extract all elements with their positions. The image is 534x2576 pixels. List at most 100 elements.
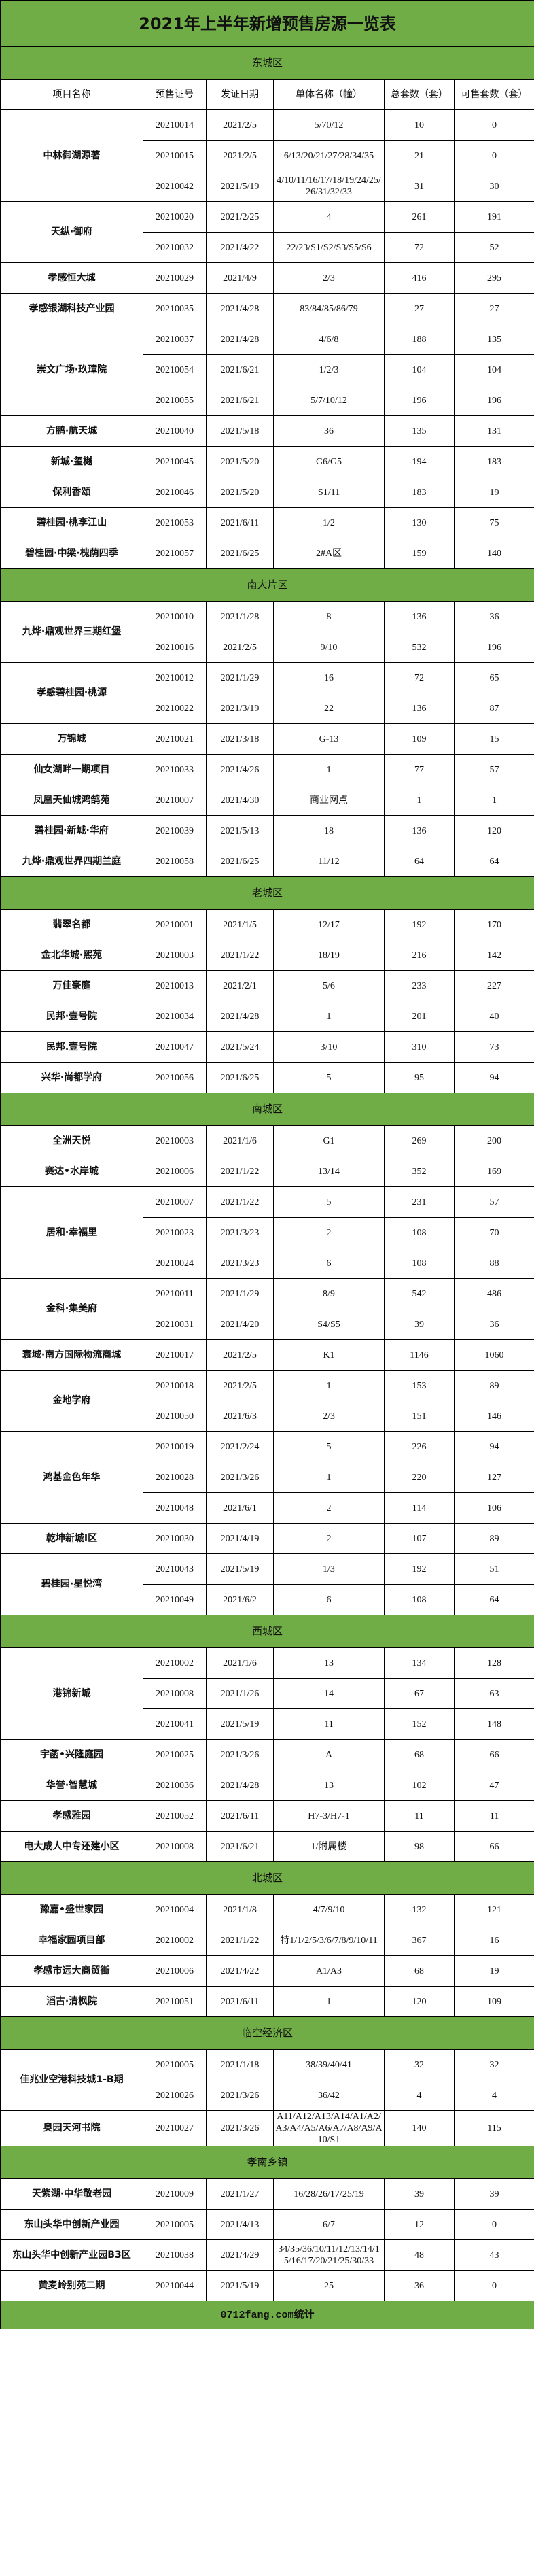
district-name: 南大片区 (0, 568, 534, 602)
table-row: 20210049 2021/6/2 6 108 64 (1, 1584, 534, 1615)
permit-number: 20210046 (143, 477, 207, 508)
available-units: 88 (453, 1248, 534, 1279)
table-row: 赛达•水岸城 20210006 2021/1/22 13/14 352 169 (0, 1156, 534, 1187)
building-names: G-13 (273, 723, 385, 755)
issue-date: 2021/4/28 (206, 1770, 274, 1801)
issue-date: 2021/6/21 (206, 354, 274, 385)
column-header-permit-number: 预售证号 (143, 79, 207, 110)
table-row: 中林御湖源著 20210014 2021/2/5 5/70/12 10 0 (0, 109, 534, 202)
issue-date: 2021/3/23 (206, 1217, 274, 1248)
issue-date: 2021/2/5 (206, 140, 274, 171)
project-name: 新城·玺樾 (0, 446, 143, 477)
table-row: 九烨·鼎观世界四期兰庭 20210058 2021/6/25 11/12 64 64 (0, 846, 534, 877)
available-units: 65 (453, 662, 534, 693)
building-names: A11/A12/A13/A14/A1/A2/A3/A4/A5/A6/A7/A8/… (273, 2110, 385, 2146)
project-name: 幸福家园项目部 (0, 1925, 143, 1956)
total-units: 108 (384, 1248, 455, 1279)
permit-number: 20210048 (143, 1492, 207, 1524)
building-names: 4/6/8 (273, 324, 385, 355)
permit-number: 20210034 (143, 1001, 207, 1032)
table-row: 佳兆业空港科技城1-B期 20210005 2021/1/18 38/39/40/41… (0, 2049, 534, 2111)
issue-date: 2021/4/19 (206, 1523, 274, 1554)
total-units: 72 (384, 662, 455, 693)
table-row: 20210015 2021/2/5 6/13/20/21/27/28/34/35 21… (1, 140, 534, 171)
total-units: 107 (384, 1523, 455, 1554)
table-row: 方鹏·航天城 20210040 2021/5/18 36 135 131 (0, 415, 534, 447)
column-header-available-units: 可售套数（套） (453, 79, 534, 110)
project-name: 鸿基金色年华 (0, 1431, 143, 1524)
table-row: 金地学府 20210018 2021/2/5 1 153 89 (0, 1370, 534, 1432)
building-names: 13/14 (273, 1156, 385, 1187)
project-name: 孝感恒大城 (0, 262, 143, 294)
permit-number: 20210052 (143, 1800, 207, 1832)
issue-date: 2021/5/19 (206, 2270, 274, 2301)
issue-date: 2021/6/25 (206, 1062, 274, 1093)
table-row: 全洲天悦 20210003 2021/1/6 G1 269 200 (0, 1125, 534, 1156)
permit-number: 20210002 (143, 1925, 207, 1956)
issue-date: 2021/1/29 (206, 1278, 274, 1309)
issue-date: 2021/2/25 (206, 201, 274, 233)
permit-number: 20210051 (143, 1986, 207, 2017)
available-units: 89 (453, 1370, 534, 1401)
available-units: 183 (453, 446, 534, 477)
table-row: 20210022 2021/3/19 22 136 87 (1, 693, 534, 724)
permit-number: 20210055 (143, 385, 207, 416)
available-units: 64 (453, 1584, 534, 1615)
permit-number: 20210044 (143, 2270, 207, 2301)
building-names: 2/3 (273, 1401, 385, 1432)
total-units: 196 (384, 385, 455, 416)
table-row: 鸿基金色年华 20210019 2021/2/24 5 226 94 (0, 1431, 534, 1524)
available-units: 40 (453, 1001, 534, 1032)
available-units: 200 (453, 1125, 534, 1156)
available-units: 47 (453, 1770, 534, 1801)
available-units: 142 (453, 940, 534, 971)
total-units: 39 (384, 2178, 455, 2210)
available-units: 169 (453, 1156, 534, 1187)
permit-number: 20210027 (143, 2110, 207, 2146)
issue-date: 2021/4/30 (206, 785, 274, 816)
table-row: 寰城·南方国际物流商城 20210017 2021/2/5 K1 1146 1060 (0, 1339, 534, 1371)
district-name: 南城区 (0, 1093, 534, 1126)
column-header-project-name: 项目名称 (0, 79, 143, 110)
issue-date: 2021/3/19 (206, 693, 274, 724)
table-row: 20210042 2021/5/19 4/10/11/16/17/18/19/24/… (1, 171, 534, 202)
table-row: 豫嘉•盛世家园 20210004 2021/1/8 4/7/9/10 132 121 (0, 1894, 534, 1925)
issue-date: 2021/3/26 (206, 1462, 274, 1493)
permit-number: 20210037 (143, 324, 207, 355)
project-name: 仙女湖畔一期项目 (0, 754, 143, 785)
available-units: 32 (453, 2049, 534, 2080)
building-names: 6 (273, 1248, 385, 1279)
table-row: 20210041 2021/5/19 11 152 148 (1, 1708, 534, 1740)
building-names: 12/17 (273, 909, 385, 940)
permit-number: 20210036 (143, 1770, 207, 1801)
total-units: 95 (384, 1062, 455, 1093)
total-units: 220 (384, 1462, 455, 1493)
total-units: 21 (384, 140, 455, 171)
building-names: 6/7 (273, 2209, 385, 2240)
building-names: 25 (273, 2270, 385, 2301)
table-row: 华誉·智慧城 20210036 2021/4/28 13 102 47 (0, 1770, 534, 1801)
available-units: 89 (453, 1523, 534, 1554)
project-name: 天纵·御府 (0, 201, 143, 263)
permit-number: 20210002 (143, 1647, 207, 1679)
building-names: 34/35/36/10/11/12/13/14/15/16/17/20/21/2… (273, 2239, 385, 2271)
issue-date: 2021/6/11 (206, 507, 274, 538)
permit-number: 20210040 (143, 415, 207, 447)
project-name: 港锦新城 (0, 1647, 143, 1740)
available-units: 196 (453, 632, 534, 663)
building-names: 18/19 (273, 940, 385, 971)
permit-number: 20210033 (143, 754, 207, 785)
permit-number: 20210022 (143, 693, 207, 724)
table-row: 九烨·鼎观世界三期红堡 20210010 2021/1/28 8 136 36 (0, 601, 534, 663)
issue-date: 2021/6/1 (206, 1492, 274, 1524)
building-names: 83/84/85/86/79 (273, 293, 385, 324)
issue-date: 2021/2/5 (206, 632, 274, 663)
building-names: 36 (273, 415, 385, 447)
total-units: 67 (384, 1678, 455, 1709)
project-name: 全洲天悦 (0, 1125, 143, 1156)
permit-number: 20210058 (143, 846, 207, 877)
project-name: 中林御湖源著 (0, 109, 143, 202)
available-units: 104 (453, 354, 534, 385)
column-header-total-units: 总套数（套） (384, 79, 455, 110)
total-units: 10 (384, 109, 455, 141)
